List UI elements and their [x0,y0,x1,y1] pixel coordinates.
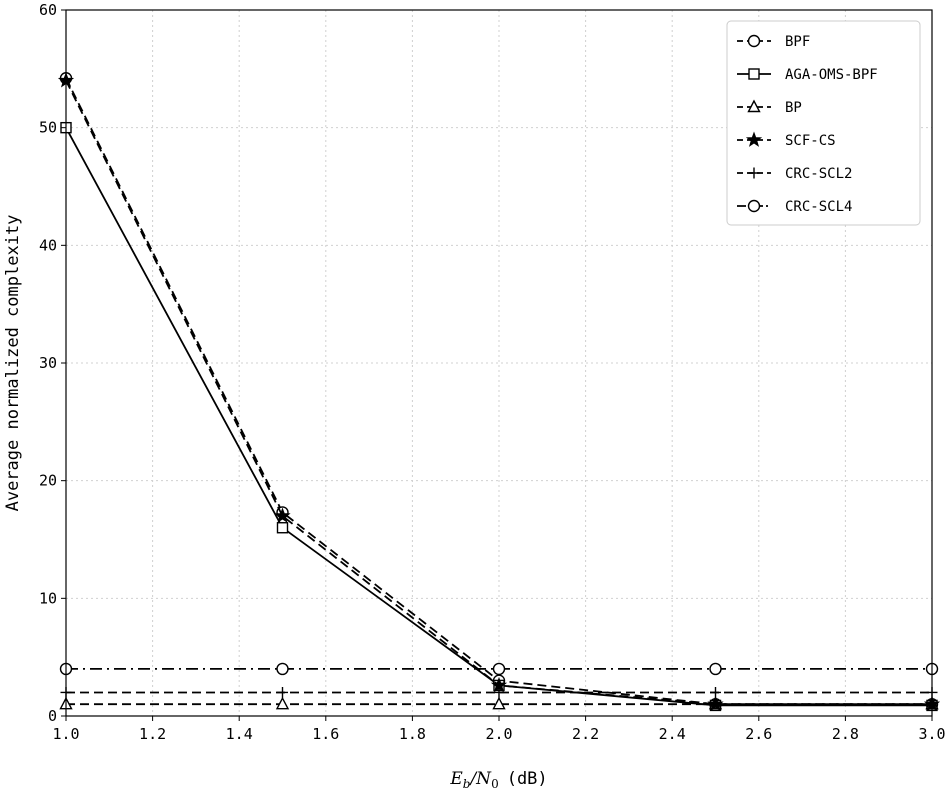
y-tick-label: 10 [39,589,57,607]
x-axis-title-unit: (dB) [507,769,548,789]
data-point-marker [275,696,290,710]
y-tick-label: 60 [39,1,57,19]
x-axis-title-sub-0: 0 [491,777,499,791]
data-point-marker [274,507,291,523]
legend-item: SCF-CS [737,131,836,149]
data-point-marker [710,686,721,698]
data-point-marker [707,695,724,712]
data-point-marker [276,662,289,676]
series-crc-scl2 [60,686,938,698]
legend-label: AGA-OMS-BPF [785,67,878,83]
legend-marker [747,34,761,48]
ticks: 1.0 1.2 1.4 1.6 1.8 2.0 2.2 2.4 2.6 2.8 3.0 0 10 20 30… [39,1,946,743]
legend-label: CRC-SCL4 [785,199,852,215]
x-tick-label: 3.0 [918,725,945,743]
legend-item: BPF [737,34,810,50]
legend-marker [748,167,760,179]
x-tick-label: 1.6 [312,725,339,743]
data-point-marker [492,696,506,710]
data-point-marker [493,686,505,698]
legend-marker [747,199,761,213]
x-tick-label: 2.0 [485,725,512,743]
x-tick-label: 1.4 [226,725,253,743]
data-point-marker [492,662,506,676]
y-tick-label: 0 [48,707,57,725]
data-point-marker [709,662,722,676]
x-tick-label: 2.6 [745,725,772,743]
x-tick-label: 1.8 [399,725,426,743]
x-tick-label: 2.2 [572,725,599,743]
y-tick-label: 30 [39,354,57,372]
series-crc-scl4 [59,662,939,676]
legend-marker [747,99,761,113]
legend-item: BP [737,99,802,116]
x-axis-title-main: E [449,769,463,789]
legend-label: CRC-SCL2 [785,166,852,182]
legend-label: SCF-CS [785,133,836,149]
x-axis-title-slash: /N [468,769,492,789]
x-tick-label: 2.4 [659,725,686,743]
x-axis-title-sub-b: b [463,777,471,791]
series-layer [57,72,941,712]
data-point-marker [277,686,288,698]
y-tick-label: 50 [39,119,57,137]
legend: BPF AGA-OMS-BPF BP SCF-CS CRC-SCL2 CRC-SCL4 [726,20,921,226]
y-tick-label: 40 [39,236,57,254]
legend-label: BP [785,100,802,116]
legend-item: CRC-SCL4 [737,199,852,215]
legend-marker [745,131,763,147]
legend-label: BPF [785,34,810,50]
legend-marker [748,68,760,80]
x-tick-label: 1.0 [52,725,79,743]
legend-box [726,20,921,226]
x-axis-title: Eb/N0 (dB) [449,769,547,791]
x-tick-label: 2.8 [832,725,859,743]
legend-item: CRC-SCL2 [737,166,852,182]
legend-item: AGA-OMS-BPF [737,67,878,83]
y-tick-label: 20 [39,472,57,490]
x-tick-label: 1.2 [139,725,166,743]
data-point-marker [276,522,289,534]
y-axis-title: Average normalized complexity [3,215,23,512]
